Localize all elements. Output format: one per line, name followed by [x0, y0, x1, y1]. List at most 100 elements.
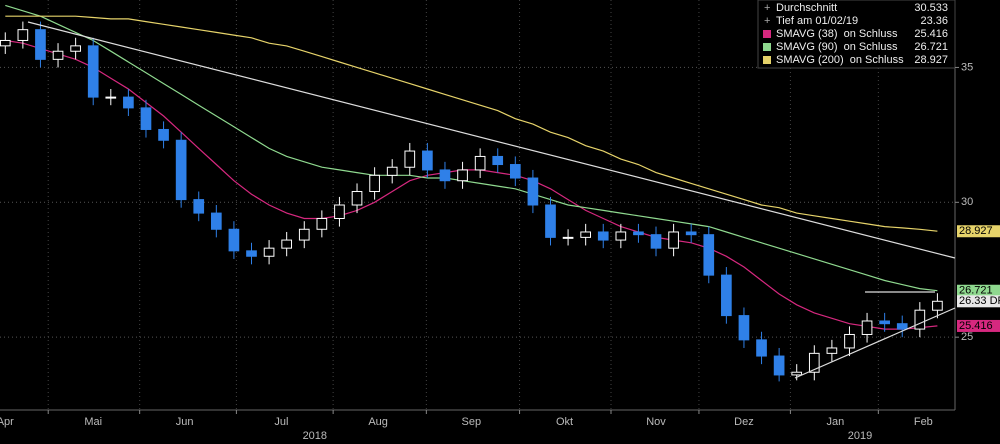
value-box-label: 26.33 DPW [959, 295, 1000, 307]
candle-body [791, 371, 803, 376]
candle-body [703, 234, 715, 276]
legend-marker: + [764, 2, 770, 14]
candle-body [457, 169, 468, 182]
candle-body [545, 204, 556, 238]
candle-body [193, 199, 205, 214]
candle-body [298, 228, 310, 241]
value-box-label: 28.927 [959, 225, 993, 237]
candle-body [52, 50, 64, 60]
value-box [957, 284, 1000, 297]
candle-body [597, 231, 609, 241]
ma-line [5, 39, 938, 330]
legend-value: 23.36 [920, 15, 948, 27]
candle-body [263, 247, 275, 257]
legend-swatch [763, 56, 771, 64]
candle-body [861, 320, 873, 335]
candle-body [123, 96, 134, 109]
candle-body [386, 166, 398, 176]
candle-body [316, 217, 328, 230]
candle-body [650, 234, 662, 249]
candle-body [633, 231, 644, 236]
legend-label: Durchschnitt [776, 2, 837, 14]
legend-value: 30.533 [914, 2, 948, 14]
value-box [957, 295, 1000, 308]
candle-body [87, 45, 99, 98]
candle-body [668, 231, 679, 249]
candle-body [615, 231, 627, 241]
value-box-label: 25.416 [959, 320, 993, 332]
candle-body [844, 333, 855, 349]
candle-body [404, 150, 416, 168]
candle-body [228, 228, 240, 252]
value-box [957, 319, 1000, 332]
legend-value: 26.721 [914, 41, 948, 53]
y-tick-label: 35 [961, 61, 973, 73]
y-tick-label: 30 [961, 196, 973, 208]
candle-body [474, 155, 486, 171]
candle-body [351, 191, 363, 206]
candle-body [210, 212, 222, 230]
candle-body [685, 231, 697, 236]
candle-body [896, 323, 908, 330]
value-box-label: 26.721 [959, 285, 993, 297]
legend-label: SMAVG (90) on Schluss [776, 41, 898, 53]
candle-body [879, 320, 890, 325]
legend-label: Tief am 01/02/19 [776, 15, 858, 27]
year-label: 2018 [303, 430, 327, 442]
candle-body [369, 174, 380, 193]
candle-body [334, 204, 345, 219]
x-tick-label: Jun [176, 416, 194, 428]
x-tick-label: Jul [274, 416, 288, 428]
y-tick-label: 25 [961, 331, 973, 343]
x-tick-label: Jan [827, 416, 845, 428]
x-tick-label: Apr [0, 416, 14, 428]
x-tick-label: Feb [914, 416, 933, 428]
value-box [957, 225, 1000, 238]
legend-marker: + [764, 15, 770, 27]
candle-body [158, 128, 169, 141]
legend-label: SMAVG (200) on Schluss [776, 54, 904, 66]
x-tick-label: Sep [462, 416, 482, 428]
candle-body [105, 96, 117, 99]
candle-body [35, 29, 46, 60]
candle-body [70, 45, 81, 52]
candle-body [721, 274, 732, 317]
legend: + Durchschnitt 30.533 + Tief am 01/02/19 23.3… [757, 0, 956, 69]
x-tick-label: Aug [368, 416, 388, 428]
candle-body [422, 150, 433, 171]
candle-body [808, 352, 820, 373]
ma-line [5, 4, 938, 292]
legend-label: SMAVG (38) on Schluss [776, 28, 898, 40]
candle-body [175, 139, 187, 201]
candle-body [932, 300, 943, 311]
ma-line [5, 15, 938, 232]
candle-body [562, 236, 574, 239]
candle-body [140, 107, 152, 130]
candle-body [439, 169, 451, 182]
candle-body [246, 250, 257, 257]
x-tick-label: Nov [646, 416, 666, 428]
candle-body [738, 315, 750, 341]
candle-body [826, 347, 838, 354]
candle-body [914, 309, 926, 330]
x-tick-label: Mai [84, 416, 102, 428]
legend-box [757, 0, 956, 69]
candle-body [509, 164, 521, 179]
candle-body [492, 155, 504, 166]
legend-swatch [763, 30, 771, 38]
candle-body [580, 231, 591, 238]
trend-line [794, 307, 956, 379]
x-tick-label: Dez [734, 416, 754, 428]
trend-line [27, 21, 956, 259]
candle-body [0, 39, 11, 47]
x-tick-label: Okt [556, 416, 573, 428]
candle-body [527, 177, 539, 206]
candle-body [281, 239, 293, 249]
candle-body [756, 339, 767, 357]
year-label: 2019 [848, 430, 872, 442]
legend-value: 25.416 [914, 28, 948, 40]
candle-body [17, 29, 29, 41]
candle-body [773, 355, 785, 376]
